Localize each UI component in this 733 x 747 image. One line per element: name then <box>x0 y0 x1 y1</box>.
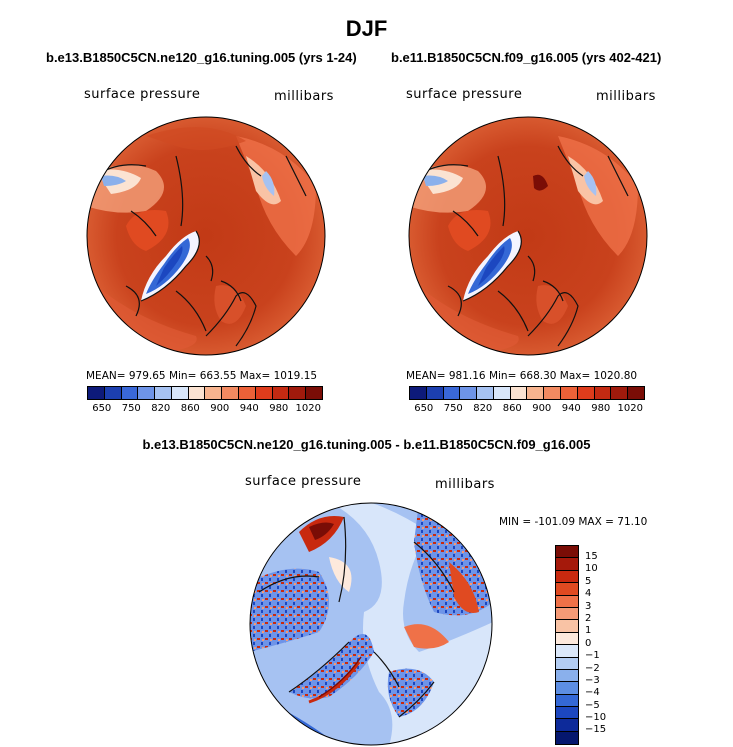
colorbar-tick: 0 <box>585 637 592 649</box>
colorbar-tick: −3 <box>585 674 600 686</box>
panel-1-colorbar-swatches <box>87 386 323 400</box>
colorbar-tick: 4 <box>585 588 592 600</box>
panel-2-stats: MEAN= 981.16 Min= 668.30 Max= 1020.80 <box>406 370 638 382</box>
difference-polar-map <box>249 502 493 746</box>
panel-1-variable-label: surface pressure <box>84 87 201 102</box>
panel-2-units-label: millibars <box>596 89 656 104</box>
difference-title: b.e13.B1850C5CN.ne120_g16.tuning.005 - b… <box>142 437 591 452</box>
colorbar-tick: 940 <box>239 403 259 414</box>
colorbar-tick: 860 <box>180 403 200 414</box>
colorbar-tick: 980 <box>591 403 611 414</box>
panel-2-colorbar-swatches <box>409 386 645 400</box>
difference-variable-label: surface pressure <box>245 474 362 489</box>
colorbar-tick: 3 <box>585 600 592 612</box>
panel-2-colorbar: 650 750 820 860 900 940 980 1020 <box>409 386 645 414</box>
colorbar-tick: −4 <box>585 687 600 699</box>
colorbar-tick: −10 <box>585 712 607 724</box>
panel-1-stats: MEAN= 979.65 Min= 663.55 Max= 1019.15 <box>86 370 318 382</box>
difference-stats: MIN = -101.09 MAX = 71.10 <box>499 516 648 528</box>
colorbar-tick: 1020 <box>295 403 321 414</box>
difference-colorbar-swatches <box>555 545 579 746</box>
colorbar-tick: 1 <box>585 625 592 637</box>
colorbar-tick: −15 <box>585 724 607 736</box>
panel-2-colorbar-labels: 650 750 820 860 900 940 980 1020 <box>409 403 645 414</box>
difference-units-label: millibars <box>435 477 495 492</box>
colorbar-tick: 15 <box>585 551 598 562</box>
colorbar-tick: 650 <box>414 403 434 414</box>
colorbar-tick: 860 <box>502 403 522 414</box>
colorbar-tick: 750 <box>121 403 141 414</box>
colorbar-tick: 980 <box>269 403 289 414</box>
colorbar-tick: 900 <box>532 403 552 414</box>
colorbar-tick: 900 <box>210 403 230 414</box>
panel-1-colorbar: 650 750 820 860 900 940 980 1020 <box>87 386 323 414</box>
difference-colorbar-labels: 15 10 5 4 3 2 1 0 −1 −2 −3 −4 −5 −10 −15 <box>585 551 606 737</box>
panel-1-subtitle: b.e13.B1850C5CN.ne120_g16.tuning.005 (yr… <box>46 50 357 65</box>
colorbar-tick: 820 <box>151 403 171 414</box>
colorbar-tick: 1020 <box>617 403 643 414</box>
difference-colorbar <box>555 545 579 746</box>
colorbar-tick: 2 <box>585 612 592 624</box>
colorbar-tick: −2 <box>585 662 600 674</box>
colorbar-tick: 750 <box>443 403 463 414</box>
colorbar-tick: 10 <box>585 563 598 575</box>
colorbar-tick: −5 <box>585 699 600 711</box>
figure-title: DJF <box>345 16 388 41</box>
panel-1-colorbar-labels: 650 750 820 860 900 940 980 1020 <box>87 403 323 414</box>
panel-2-polar-map <box>408 116 648 356</box>
panel-1-polar-map <box>86 116 326 356</box>
colorbar-tick: 940 <box>561 403 581 414</box>
colorbar-tick: 820 <box>473 403 493 414</box>
panel-2-variable-label: surface pressure <box>406 87 523 102</box>
colorbar-tick: 650 <box>92 403 112 414</box>
colorbar-tick: −1 <box>585 650 600 662</box>
panel-1-units-label: millibars <box>274 89 334 104</box>
colorbar-tick: 5 <box>585 575 592 587</box>
panel-2-subtitle: b.e11.B1850C5CN.f09_g16.005 (yrs 402-421… <box>391 50 662 65</box>
